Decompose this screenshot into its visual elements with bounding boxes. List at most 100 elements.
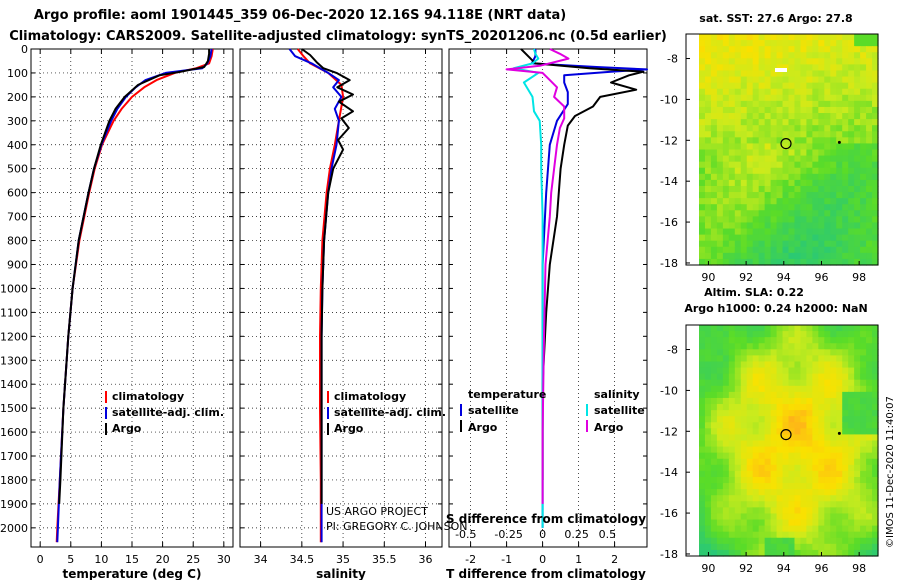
heatmap-cell — [812, 331, 819, 338]
heatmap-cell — [872, 216, 879, 224]
heatmap-cell — [776, 434, 784, 442]
heatmap-cell — [710, 355, 718, 363]
heatmap-cell — [782, 434, 790, 442]
heatmap-cell — [860, 143, 867, 151]
heatmap-cell — [764, 34, 772, 41]
heatmap-cell — [872, 252, 879, 260]
heatmap-cell — [716, 222, 724, 230]
heatmap-cell — [824, 192, 831, 199]
heatmap-cell — [722, 483, 730, 490]
heatmap-cell — [776, 331, 784, 338]
heatmap-cell — [699, 167, 706, 175]
heatmap-cell — [800, 161, 807, 169]
heatmap-cell — [854, 385, 861, 393]
x-tick-label: 20 — [156, 553, 170, 566]
heatmap-cell — [872, 131, 879, 138]
heatmap-cell — [872, 137, 879, 145]
heatmap-cell — [848, 385, 855, 393]
heatmap-cell — [746, 495, 754, 502]
heatmap-cell — [860, 46, 867, 53]
heatmap-cell — [824, 373, 831, 381]
heatmap-cell — [848, 495, 855, 502]
heatmap-cell — [699, 416, 706, 423]
heatmap-cell — [752, 476, 760, 484]
heatmap-cell — [704, 119, 712, 126]
heatmap-cell — [699, 240, 706, 248]
heatmap-cell — [842, 404, 849, 411]
heatmap-cell — [782, 422, 790, 429]
heatmap-cell — [794, 185, 802, 193]
heatmap-cell — [764, 373, 772, 381]
heatmap-cell — [764, 434, 772, 442]
heatmap-cell — [764, 440, 772, 448]
heatmap-cell — [704, 325, 712, 332]
heatmap-cell — [770, 149, 778, 157]
heatmap-cell — [740, 385, 748, 393]
heatmap-cell — [704, 331, 712, 338]
heatmap-cell — [794, 155, 802, 163]
heatmap-cell — [866, 549, 873, 557]
heatmap-cell — [722, 470, 730, 478]
heatmap-cell — [776, 131, 784, 138]
heatmap-cell — [770, 137, 778, 145]
heatmap-cell — [788, 258, 796, 266]
heatmap-cell — [758, 173, 766, 181]
heatmap-cell — [710, 100, 718, 108]
heatmap-cell — [704, 94, 712, 102]
heatmap-cell — [699, 385, 706, 393]
heatmap-cell — [710, 373, 718, 381]
heatmap-cell — [860, 167, 867, 175]
difference-legend: temperature satellite Argo salinity sate… — [460, 388, 645, 434]
heatmap-cell — [740, 167, 748, 175]
heatmap-cell — [722, 464, 730, 472]
heatmap-cell — [872, 258, 879, 266]
heatmap-cell — [854, 422, 861, 429]
sla-map-heatmap — [699, 325, 879, 557]
salinity-axis-ticks: 34 34.5 35 35.5 36 — [240, 48, 442, 566]
heatmap-cell — [788, 161, 796, 169]
heatmap-cell — [836, 331, 843, 338]
heatmap-cell — [764, 131, 772, 138]
heatmap-cell — [842, 34, 849, 41]
heatmap-cell — [806, 489, 813, 496]
heatmap-cell — [699, 40, 706, 47]
heatmap-cell — [800, 64, 807, 72]
heatmap-cell — [752, 549, 760, 557]
heatmap-cell — [764, 410, 772, 417]
heatmap-cell — [776, 240, 784, 248]
heatmap-cell — [776, 379, 784, 387]
heatmap-cell — [776, 216, 784, 224]
heatmap-cell — [699, 343, 706, 350]
heatmap-cell — [848, 149, 855, 157]
heatmap-cell — [848, 501, 855, 508]
heatmap-cell — [848, 428, 855, 436]
heatmap-cell — [836, 58, 843, 65]
heatmap-cell — [872, 513, 879, 521]
heatmap-cell — [710, 113, 718, 120]
heatmap-cell — [746, 82, 754, 90]
heatmap-cell — [728, 216, 736, 224]
heatmap-cell — [758, 64, 766, 72]
heatmap-cell — [788, 385, 796, 393]
heatmap-cell — [716, 373, 724, 381]
map-y-tick-label: -8 — [667, 344, 678, 357]
heatmap-cell — [782, 192, 790, 199]
heatmap-cell — [699, 216, 706, 224]
heatmap-cell — [716, 385, 724, 393]
heatmap-cell — [722, 210, 730, 217]
heatmap-cell — [836, 531, 843, 539]
heatmap-cell — [848, 234, 855, 242]
heatmap-cell — [746, 331, 754, 338]
heatmap-cell — [788, 464, 796, 472]
heatmap-cell — [860, 216, 867, 224]
series-line-climatology — [55, 48, 214, 543]
heatmap-cell — [764, 397, 772, 405]
heatmap-cell — [758, 349, 766, 356]
heatmap-cell — [806, 349, 813, 356]
heatmap-cell — [806, 94, 813, 102]
heatmap-cell — [740, 428, 748, 436]
s-x-tick-label: 0.5 — [599, 528, 617, 541]
heatmap-cell — [716, 489, 724, 496]
heatmap-cell — [740, 216, 748, 224]
heatmap-cell — [842, 434, 849, 442]
